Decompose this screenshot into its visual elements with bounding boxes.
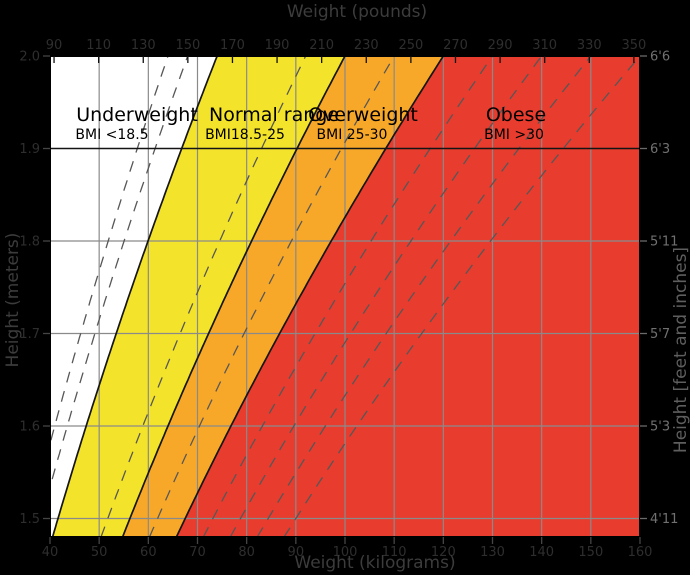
bottom-tick-label: 80	[238, 545, 255, 560]
top-tick-label: 270	[443, 38, 468, 53]
subdivision-isolines	[50, 56, 640, 537]
left-tick-label: 1.7	[19, 327, 40, 342]
top-tick-label: 130	[131, 38, 156, 53]
label-normal-range: Normal range	[209, 104, 339, 126]
bottom-tick-label: 40	[42, 545, 59, 560]
isoline-bmi-17	[50, 56, 189, 490]
top-tick-label: 290	[488, 38, 513, 53]
right-tick-label: 6'6	[650, 50, 670, 65]
boundary-bmi-30	[175, 56, 445, 537]
boundary-bmi-25	[121, 56, 346, 537]
bottom-tick-label: 160	[628, 545, 653, 560]
isoline-bmi-27.5	[148, 56, 395, 537]
top-tick-label: 330	[577, 38, 602, 53]
top-tick-label: 150	[175, 38, 200, 53]
bottom-tick-label: 60	[140, 545, 157, 560]
top-tick-label: 190	[265, 38, 290, 53]
left-tick-label: 1.6	[19, 420, 40, 435]
region-obese	[176, 56, 640, 537]
sublabel-obese: BMI >30	[484, 127, 544, 143]
left-tick-label: 1.5	[19, 512, 40, 527]
left-tick-label: 1.8	[19, 235, 40, 250]
category-boundaries	[51, 56, 445, 537]
boundary-bmi-18.5	[51, 56, 218, 537]
top-tick-label: 90	[46, 38, 63, 53]
isoline-bmi-23	[100, 56, 307, 537]
label-obese: Obese	[486, 104, 546, 126]
isoline-bmi-16	[50, 56, 169, 446]
bottom-tick-label: 120	[431, 545, 456, 560]
bottom-tick-label: 50	[91, 545, 108, 560]
sublabel-normal-range: BMI18.5-25	[205, 127, 285, 143]
label-overweight: Overweight	[308, 104, 418, 126]
isoline-bmi-35	[229, 56, 543, 537]
bottom-tick-label: 110	[382, 545, 407, 560]
top-tick-label: 250	[398, 38, 423, 53]
bottom-tick-label: 140	[529, 545, 554, 560]
right-tick-label: 5'7	[650, 327, 670, 342]
top-tick-label: 110	[86, 38, 111, 53]
label-underweight: Underweight	[76, 104, 198, 126]
left-tick-label: 1.9	[19, 142, 40, 157]
top-tick-label: 210	[309, 38, 334, 53]
right-tick-label: 6'3	[650, 142, 670, 157]
bottom-tick-label: 130	[480, 545, 505, 560]
bottom-tick-label: 90	[288, 545, 305, 560]
bottom-tick-label: 100	[333, 545, 358, 560]
sublabel-underweight: BMI <18.5	[75, 127, 148, 143]
right-tick-label: 4'11	[650, 512, 678, 527]
bottom-tick-label: 150	[578, 545, 603, 560]
isoline-bmi-37.5	[256, 56, 592, 537]
isoline-bmi-32.5	[202, 56, 494, 537]
bottom-tick-label: 70	[189, 545, 206, 560]
top-tick-label: 310	[532, 38, 557, 53]
sublabel-overweight: BMI 25-30	[317, 127, 388, 143]
top-tick-label: 350	[621, 38, 646, 53]
top-tick-label: 170	[220, 38, 245, 53]
left-tick-label: 2.0	[19, 50, 40, 65]
right-tick-label: 5'11	[650, 235, 678, 250]
right-tick-label: 5'3	[650, 420, 670, 435]
top-tick-label: 230	[354, 38, 379, 53]
